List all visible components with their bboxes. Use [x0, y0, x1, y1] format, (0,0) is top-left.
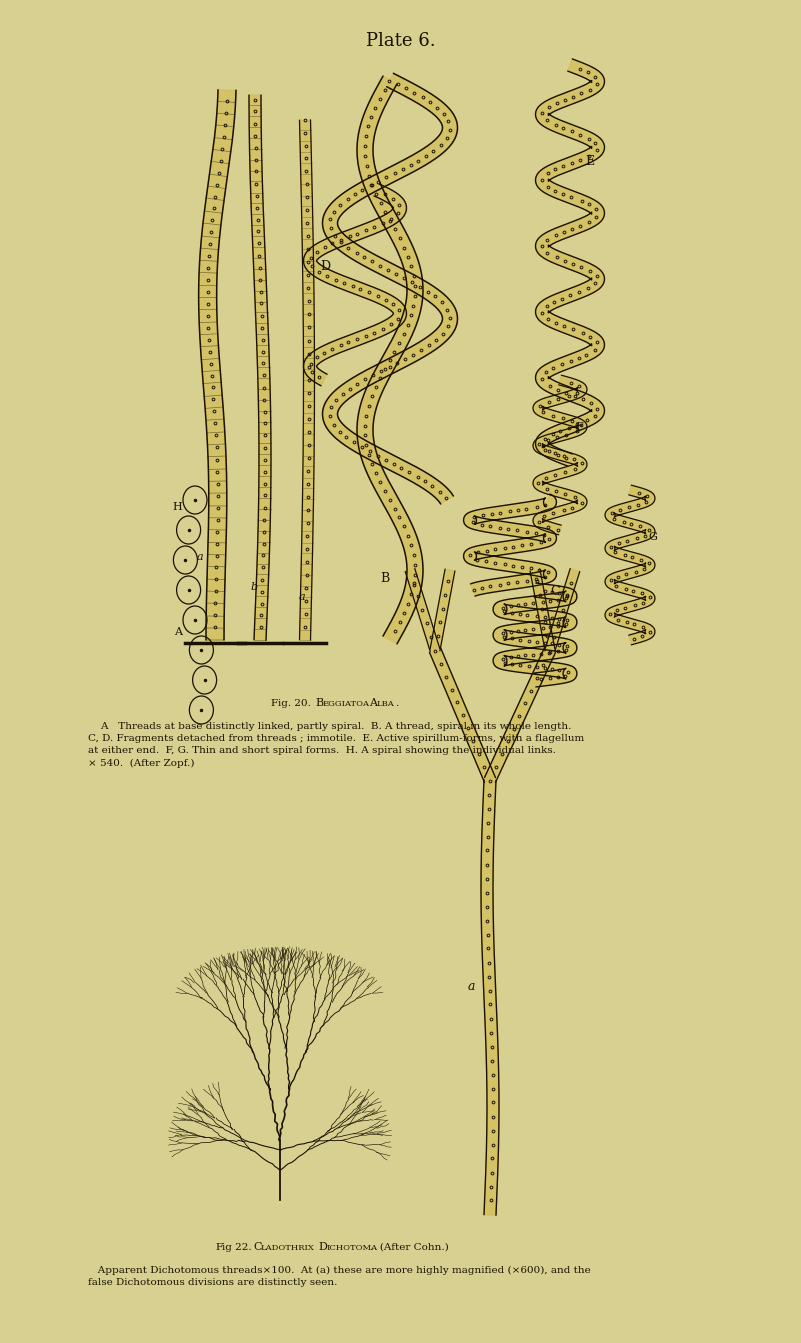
Text: B: B [315, 698, 323, 708]
Polygon shape [530, 569, 555, 651]
Polygon shape [533, 375, 587, 535]
Polygon shape [199, 90, 236, 641]
Text: A: A [369, 698, 377, 708]
Polygon shape [405, 568, 440, 651]
Polygon shape [464, 494, 557, 596]
Text: a: a [299, 592, 306, 602]
Polygon shape [430, 569, 455, 651]
Text: F: F [270, 698, 277, 708]
Text: H: H [172, 502, 182, 512]
Text: .  (After Cohn.): . (After Cohn.) [370, 1244, 449, 1252]
Polygon shape [300, 120, 315, 641]
Text: E: E [585, 154, 594, 168]
Text: a: a [468, 980, 476, 992]
Text: F: F [575, 422, 583, 432]
Text: LADOTHRIX: LADOTHRIX [261, 1244, 315, 1252]
Text: D: D [318, 1242, 327, 1252]
Text: b: b [251, 582, 258, 592]
Text: C: C [253, 1242, 261, 1252]
Text: EGGIATOA: EGGIATOA [323, 700, 370, 708]
Text: A   Threads at base distinctly linked, partly spiral.  B. A thread, spiral in it: A Threads at base distinctly linked, par… [88, 723, 584, 768]
Polygon shape [323, 74, 457, 504]
Text: a: a [197, 552, 203, 561]
Text: ICHOTOMA: ICHOTOMA [327, 1244, 378, 1252]
Text: D: D [320, 261, 330, 273]
Polygon shape [536, 59, 605, 466]
Text: Plate 6.: Plate 6. [366, 32, 436, 50]
Text: F: F [215, 1244, 222, 1252]
Text: ig. 20.: ig. 20. [278, 698, 317, 708]
Polygon shape [429, 647, 496, 783]
Text: G: G [648, 532, 657, 543]
Text: ig 22.: ig 22. [222, 1244, 258, 1252]
Polygon shape [545, 568, 580, 651]
Polygon shape [493, 583, 577, 688]
Text: B: B [380, 572, 389, 586]
Polygon shape [485, 647, 555, 783]
Polygon shape [481, 780, 499, 1215]
Polygon shape [249, 95, 271, 641]
Text: Apparent Dichotomous threads×100.  At (a) these are more highly magnified (×600): Apparent Dichotomous threads×100. At (a)… [88, 1266, 591, 1288]
Polygon shape [605, 485, 655, 645]
Polygon shape [357, 77, 423, 643]
Text: .: . [395, 698, 398, 708]
Text: LBA: LBA [377, 700, 395, 708]
Text: C: C [550, 586, 560, 598]
Text: A: A [174, 627, 182, 637]
Polygon shape [304, 184, 406, 385]
